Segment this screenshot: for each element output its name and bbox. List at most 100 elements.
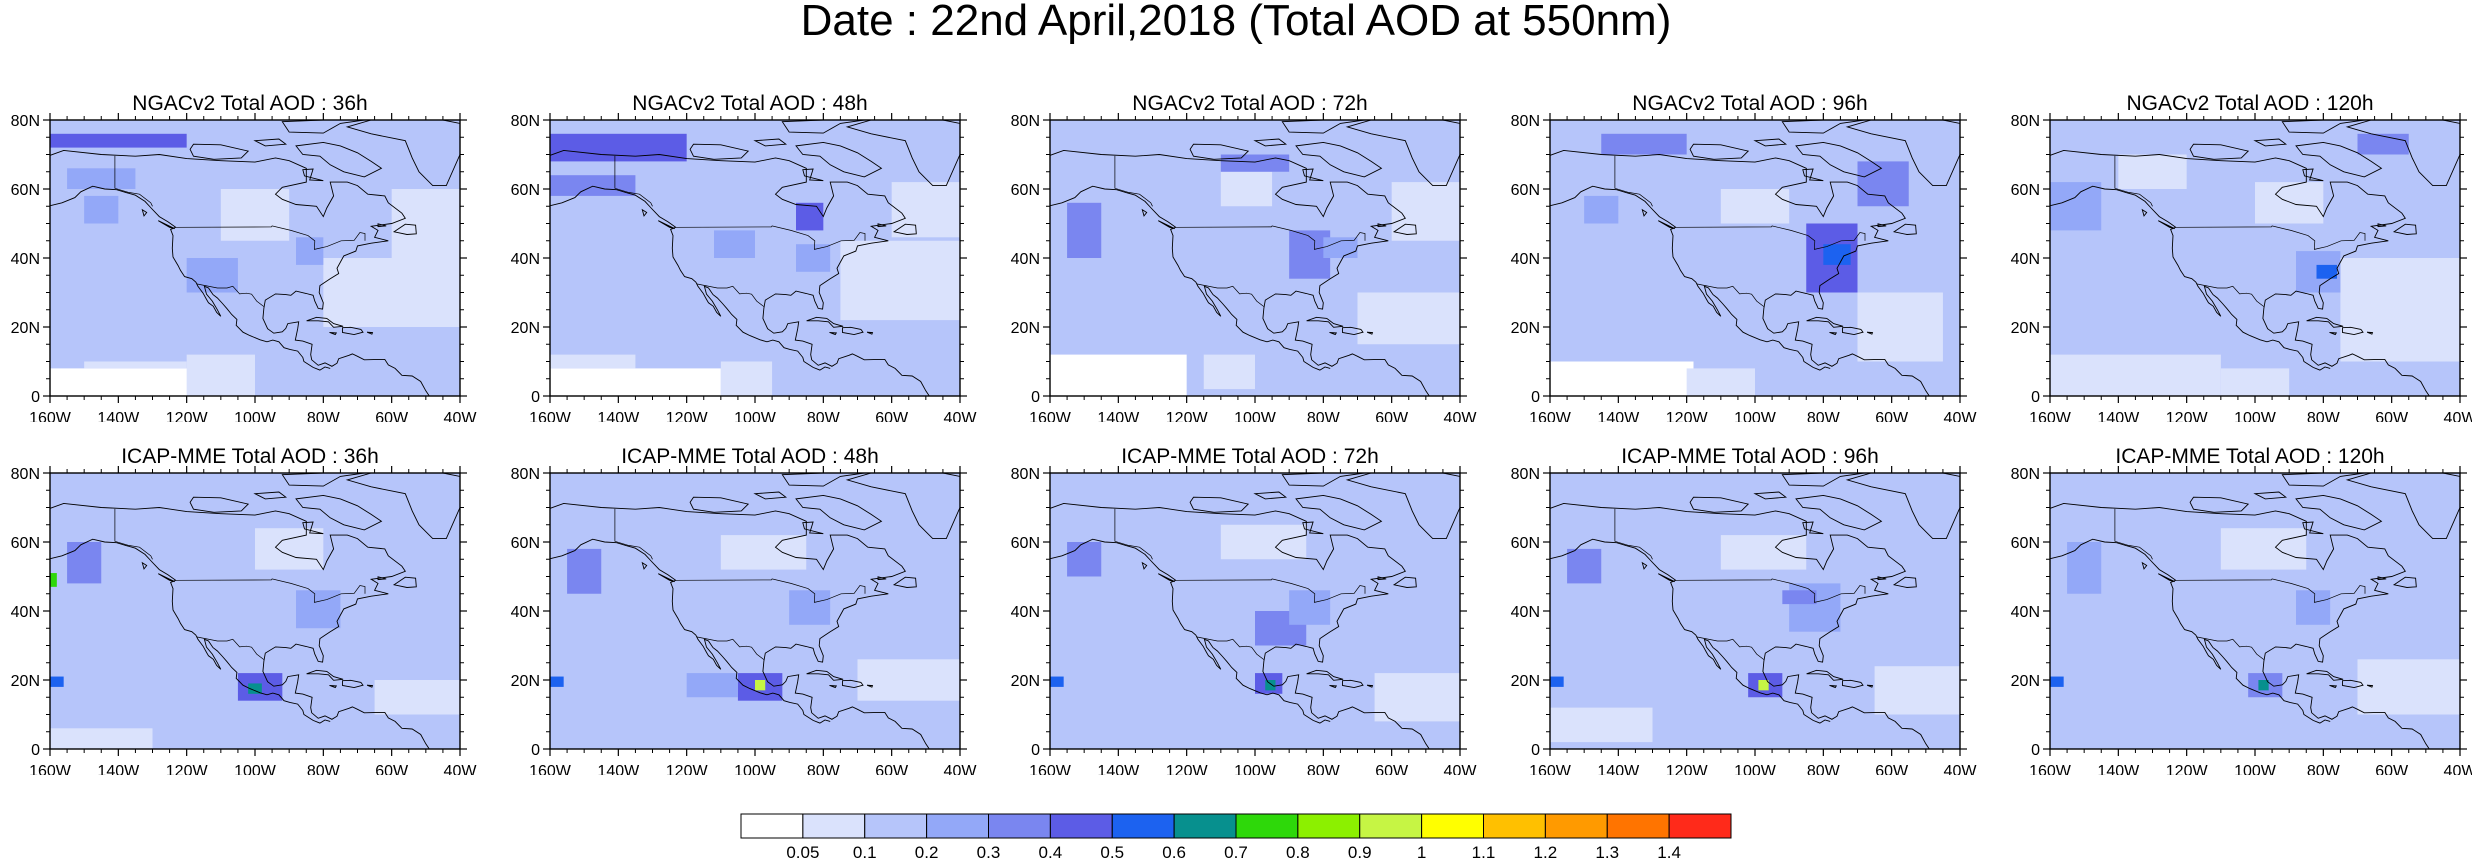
island-outline <box>1781 473 1865 487</box>
aod-patch <box>296 590 341 629</box>
island-outline <box>189 143 250 160</box>
aod-patch <box>186 354 255 396</box>
island-outline <box>1306 669 1344 681</box>
island-outline <box>1158 220 1175 230</box>
colorbar-label: 1.1 <box>1472 843 1496 861</box>
island-outline <box>1845 120 1960 187</box>
colorbar-swatch <box>1359 813 1423 839</box>
island-outline <box>1158 573 1175 583</box>
lat-tick-label: 40N <box>2011 604 2040 621</box>
lat-tick-label: 80N <box>11 466 40 483</box>
island-outline <box>1866 331 1874 335</box>
aod-patch <box>550 473 960 749</box>
island-outline <box>302 521 324 535</box>
island-outline <box>2253 491 2288 500</box>
map-panel: 0 20N 40N 60N 80N 160W 140W 120W 100W 80W 60W 40W NG… <box>1500 92 2000 422</box>
alaska-border <box>114 155 153 207</box>
coastline-east <box>50 502 430 749</box>
island-outline <box>2158 220 2175 230</box>
coastline-west <box>1550 185 1831 371</box>
lat-tick-label: 60N <box>2011 535 2040 552</box>
lat-tick-label: 40N <box>1011 604 1040 621</box>
colorbar-label: 0.8 <box>1286 843 1310 861</box>
island-outline <box>1795 494 1883 531</box>
island-outline <box>1253 491 1288 500</box>
aod-patch <box>1050 354 1187 396</box>
lat-tick-label: 0 <box>2031 742 2040 759</box>
alaska-border <box>1614 508 1653 560</box>
island-outline <box>366 684 374 688</box>
island-outline <box>2295 494 2383 531</box>
island-outline <box>306 316 344 328</box>
lon-tick-label: 160W <box>529 763 572 775</box>
map-svg: 0 20N 40N 60N 80N 160W 140W 120W 100W 80W 60W 40W <box>11 466 477 775</box>
aod-patch <box>550 368 721 396</box>
lon-tick-label: 80W <box>1307 410 1341 422</box>
island-outline <box>2366 684 2374 688</box>
island-outline <box>1377 223 1387 228</box>
coastlines <box>550 120 960 396</box>
us-mexico-border <box>2196 636 2265 660</box>
island-outline <box>753 138 788 147</box>
aod-patch <box>2050 676 2064 687</box>
aod-field <box>50 120 460 396</box>
aod-patch <box>1782 590 1817 605</box>
island-outline <box>1141 561 1148 570</box>
aod-patch <box>567 548 602 594</box>
colorbar-label: 1.2 <box>1534 843 1558 861</box>
coastline-east <box>1550 502 1930 749</box>
aod-patch <box>84 195 119 224</box>
lat-tick-label: 0 <box>31 742 40 759</box>
island-outline <box>1842 326 1864 336</box>
island-outline <box>1306 316 1344 328</box>
island-outline <box>1141 208 1148 217</box>
aod-patch <box>1220 171 1273 207</box>
aod-patch <box>720 361 773 396</box>
island-outline <box>2342 326 2364 336</box>
island-outline <box>1845 473 1960 540</box>
lat-tick-label: 20N <box>1011 673 1040 690</box>
island-outline <box>781 473 865 487</box>
aod-patch <box>2220 528 2307 570</box>
alaska-border <box>614 508 653 560</box>
aod-patch <box>1686 368 1755 396</box>
map-svg: 0 20N 40N 60N 80N 160W 140W 120W 100W 80W 60W 40W <box>1511 113 1977 422</box>
island-outline <box>2329 332 2338 336</box>
aod-patch <box>789 590 831 625</box>
island-outline <box>1689 496 1750 513</box>
lat-tick-label: 60N <box>1511 535 1540 552</box>
coastlines <box>550 473 960 749</box>
lat-tick-label: 20N <box>11 673 40 690</box>
coastline-east <box>1050 502 1430 749</box>
colorbar-swatch <box>740 813 804 839</box>
us-canada-border <box>675 225 866 250</box>
aod-patch <box>2357 659 2460 715</box>
map-panel: 0 20N 40N 60N 80N 160W 140W 120W 100W 80W 60W 40W NG… <box>500 92 1000 422</box>
aod-field <box>1550 473 1960 749</box>
map-plot: 0 20N 40N 60N 80N 160W 140W 120W 100W 80W 60W 40W <box>1500 92 2000 422</box>
lon-tick-label: 160W <box>2029 763 2072 775</box>
island-outline <box>1866 684 1874 688</box>
lat-tick-label: 0 <box>1531 389 1540 406</box>
lon-tick-label: 140W <box>2097 763 2140 775</box>
lon-tick-label: 40W <box>1444 410 1478 422</box>
lon-tick-label: 140W <box>597 763 640 775</box>
island-outline <box>829 685 838 689</box>
island-outline <box>295 141 383 178</box>
island-outline <box>1753 491 1788 500</box>
island-outline <box>2306 316 2344 328</box>
map-svg: 0 20N 40N 60N 80N 160W 140W 120W 100W 80W 60W 40W <box>1511 466 1977 775</box>
us-canada-border <box>675 578 866 603</box>
island-outline <box>1189 143 1250 160</box>
us-mexico-border <box>2196 283 2265 307</box>
island-outline <box>2281 473 2365 487</box>
island-outline <box>2306 669 2344 681</box>
colorbar-swatch <box>1668 813 1732 839</box>
lon-tick-label: 100W <box>1234 763 1277 775</box>
island-outline <box>377 223 387 228</box>
aod-patch <box>714 230 755 258</box>
island-outline <box>2342 679 2364 689</box>
aod-patch <box>1857 161 1909 207</box>
island-outline <box>306 669 344 681</box>
island-outline <box>2345 120 2460 187</box>
